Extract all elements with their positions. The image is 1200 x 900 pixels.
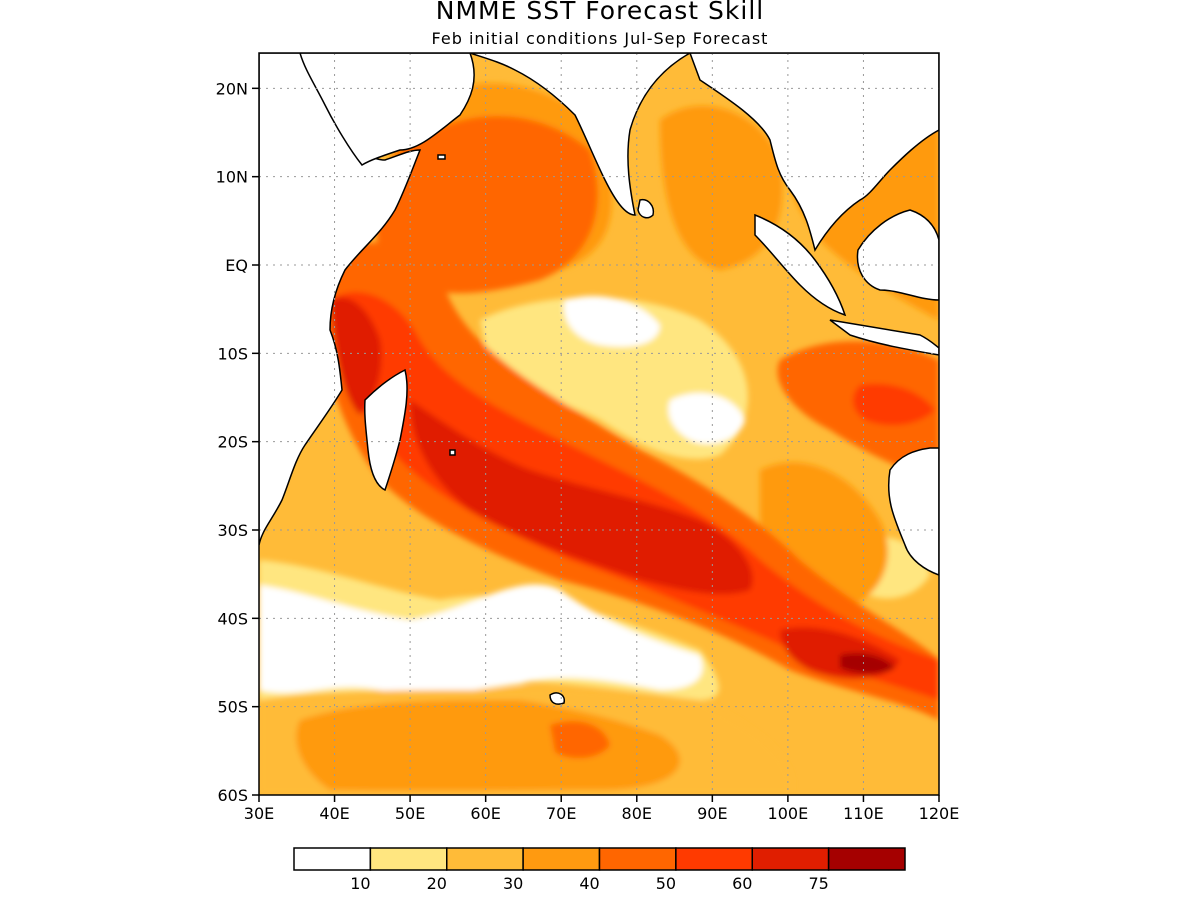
- lon-tick-label: 90E: [697, 804, 727, 823]
- lat-tick-label: 20S: [217, 433, 248, 452]
- skill-area-south-max: [840, 653, 895, 674]
- lon-tick-label: 60E: [470, 804, 500, 823]
- legend-label: 20: [427, 874, 447, 893]
- legend-swatch: [522, 847, 601, 871]
- lat-tick-label: 60S: [217, 786, 248, 805]
- legend-label: 60: [732, 874, 752, 893]
- map-subtitle: Feb initial conditions Jul-Sep Forecast: [431, 29, 769, 48]
- land-india: [469, 53, 692, 216]
- graticule: [259, 53, 939, 795]
- lon-tick-label: 120E: [919, 804, 960, 823]
- skill-area-east-tropical-core: [853, 383, 935, 426]
- skill-area-band-core: [550, 721, 610, 759]
- land-mauritius: [449, 449, 456, 456]
- land-arabia: [299, 53, 475, 166]
- lat-tick-label: 40S: [217, 609, 248, 628]
- land-madagascar: [364, 368, 408, 492]
- legend-label: 40: [579, 874, 599, 893]
- legend-swatch: [598, 847, 677, 871]
- legend-swatch: [446, 847, 524, 871]
- land-australia: [887, 447, 939, 576]
- land-socotra: [437, 154, 446, 160]
- skill-area-south-min: [259, 584, 703, 695]
- lat-tick-label: 30S: [217, 521, 248, 540]
- land-borneo: [856, 209, 939, 301]
- map-frame: [258, 52, 940, 796]
- land-kerguelen: [549, 692, 566, 705]
- lon-tick-label: 50E: [395, 804, 425, 823]
- legend-swatch: [369, 847, 448, 871]
- lon-tick-label: 110E: [843, 804, 884, 823]
- legend-label: 75: [808, 874, 828, 893]
- legend-label: 30: [503, 874, 523, 893]
- skill-area-diagonal-core: [330, 292, 939, 700]
- lon-tick-label: 80E: [622, 804, 652, 823]
- lon-tick-label: 100E: [768, 804, 809, 823]
- color-legend: 10 20 30 40 50 60 75: [293, 847, 906, 893]
- lat-tick-label: EQ: [225, 256, 248, 275]
- lat-tick-label: 50S: [217, 698, 248, 717]
- legend-swatch: [675, 847, 753, 871]
- map-title: NMME SST Forecast Skill: [435, 0, 765, 25]
- land-southeast-asia: [689, 53, 939, 252]
- legend-swatch: [293, 847, 372, 871]
- lon-tick-label: 70E: [546, 804, 576, 823]
- legend-label: 50: [656, 874, 676, 893]
- skill-area-northwest-arabian-sea: [376, 116, 598, 294]
- legend-swatch: [827, 847, 906, 871]
- skill-area-east-min: [668, 392, 745, 444]
- skill-area-diagonal-peak: [410, 400, 753, 595]
- lat-tick-label: 10N: [216, 168, 248, 187]
- skill-area-bay-of-bengal-high: [660, 105, 783, 270]
- skill-area-central-min: [564, 296, 660, 347]
- latitude-axis: 20N 10N EQ 10S 20S 30S 40S 50S 60S: [216, 79, 259, 805]
- skill-area-somali-coast: [330, 297, 382, 415]
- legend-swatch: [751, 847, 830, 871]
- longitude-axis: 30E 40E 50E 60E 70E 80E 90E 100E 110E 120E: [244, 795, 960, 823]
- land-java: [829, 319, 939, 356]
- skill-area-west-low: [259, 587, 305, 665]
- land-sri-lanka: [637, 198, 655, 219]
- lon-tick-label: 30E: [244, 804, 274, 823]
- lat-tick-label: 20N: [216, 79, 248, 98]
- lat-tick-label: 10S: [217, 344, 248, 363]
- lon-tick-label: 40E: [319, 804, 349, 823]
- legend-label: 10: [350, 874, 370, 893]
